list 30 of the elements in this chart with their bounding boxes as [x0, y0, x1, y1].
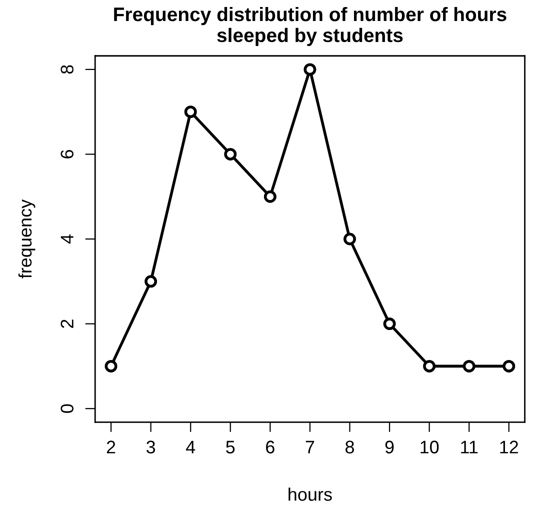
x-tick-label: 9	[385, 440, 394, 454]
x-axis-title: hours	[288, 488, 332, 501]
point	[383, 318, 396, 330]
point	[184, 106, 197, 118]
x-tick-label: 4	[186, 440, 196, 454]
x-tick-label: 3	[146, 440, 156, 454]
point	[343, 232, 356, 246]
x-tick-label: 10	[420, 440, 439, 454]
y-tick-label: 8	[60, 65, 74, 74]
point	[224, 148, 237, 160]
x-tick-label: 6	[266, 440, 274, 454]
x-tick-label: 5	[226, 440, 235, 454]
x-tick-label: 2	[106, 440, 116, 454]
point	[304, 63, 316, 76]
point	[462, 360, 476, 372]
point	[264, 190, 276, 203]
x-tick-label: 11	[461, 440, 478, 454]
y-tick-label: 0	[60, 404, 74, 413]
y-tick-label: 4	[60, 234, 74, 244]
x-tick-label: 7	[306, 440, 314, 454]
y-axis-title: frequency	[18, 199, 36, 278]
y-tick-label: 6	[60, 150, 74, 158]
chart-title: Frequency distribution of number of hours sleeped by students	[114, 6, 506, 46]
point	[104, 360, 118, 372]
point	[502, 360, 516, 372]
x-tick-label: 8	[346, 440, 354, 454]
y-tick-label: 2	[60, 320, 74, 328]
point	[423, 360, 436, 372]
point	[144, 275, 158, 288]
x-tick-label: 12	[500, 440, 518, 454]
